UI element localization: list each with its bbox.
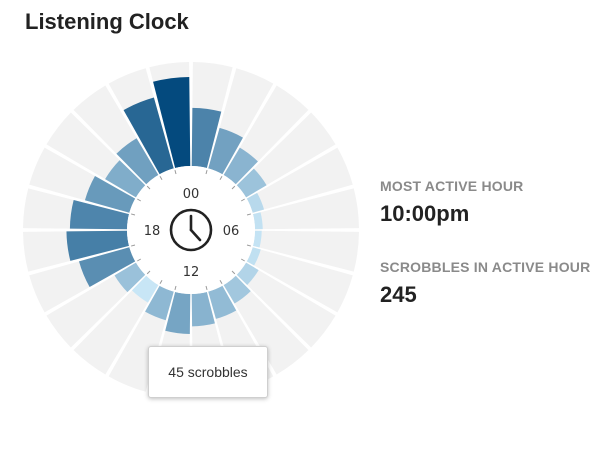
clock-tick [246,244,252,247]
most-active-hour-stat: MOST ACTIVE HOUR 10:00pm [380,178,605,227]
clock-tick [240,258,245,262]
most-active-hour-label: MOST ACTIVE HOUR [380,178,524,194]
clock-tick [137,258,142,262]
hour-bar-16[interactable] [78,247,136,288]
scrobbles-in-active-hour-value: 245 [380,282,417,307]
hour-background-6 [253,230,359,272]
clock-tick [205,169,208,175]
stats-panel: MOST ACTIVE HOUR 10:00pm SCROBBLES IN AC… [380,178,605,308]
clock-tick [146,270,151,275]
hour-bar-19[interactable] [84,176,136,213]
clock-tick [174,285,177,291]
hour-bar-13[interactable] [145,285,174,321]
clock-tick [130,244,136,247]
hour-bar-0[interactable] [191,107,222,168]
clock-tick [146,185,151,190]
hour-bar-5[interactable] [253,212,263,230]
hour-background-3 [236,112,336,198]
hour-bar-2[interactable] [223,147,258,185]
chart-tooltip: 45 scrobbles [148,346,268,398]
hour-background-7 [246,247,353,313]
hour-background-5 [253,188,359,230]
clock-tick [205,285,208,291]
hour-label-18: 18 [144,224,161,239]
hour-bar-23[interactable] [153,77,191,168]
hour-bar-15[interactable] [114,262,146,293]
hour-bar-1[interactable] [208,127,243,175]
clock-tick [219,176,223,181]
hour-bar-20[interactable] [105,160,146,198]
hour-bar-22[interactable] [123,97,174,175]
hour-bar-3[interactable] [236,168,267,198]
clock-tick [231,185,236,190]
hour-bar-9[interactable] [223,275,251,304]
hour-bar-8[interactable] [236,262,259,285]
clock-tick [130,213,136,216]
hour-label-06: 06 [223,224,240,239]
scrobbles-in-active-hour-stat: SCROBBLES IN ACTIVE HOUR 245 [380,259,605,308]
hour-bar-4[interactable] [246,192,265,213]
hour-bar-12[interactable] [165,292,191,334]
most-active-hour-value: 10:00pm [380,201,470,226]
hour-bar-7[interactable] [246,247,261,266]
clock-tick [231,270,236,275]
clock-tick [159,279,163,284]
clock-icon [169,208,213,252]
scrobbles-in-active-hour-label: SCROBBLES IN ACTIVE HOUR [380,259,591,275]
hour-background-4 [246,147,353,213]
hour-bar-11[interactable] [191,292,215,327]
clock-tick [137,198,142,202]
hour-background-9 [223,275,309,375]
clock-tick [159,176,163,181]
hour-background-8 [236,262,336,348]
page-title: Listening Clock [25,9,189,34]
clock-tick [219,279,223,284]
hour-bar-14[interactable] [131,275,159,303]
clock-tick [246,213,252,216]
hour-bar-10[interactable] [208,285,237,319]
hour-bar-21[interactable] [116,138,159,185]
clock-tick [240,198,245,202]
hour-bar-6[interactable] [253,230,262,248]
hour-background-14 [73,275,159,375]
clock-tick [174,169,177,175]
hour-bar-18[interactable] [69,199,129,230]
hour-label-00: 00 [183,187,200,202]
hour-label-12: 12 [183,265,200,280]
hour-bar-17[interactable] [66,230,129,261]
